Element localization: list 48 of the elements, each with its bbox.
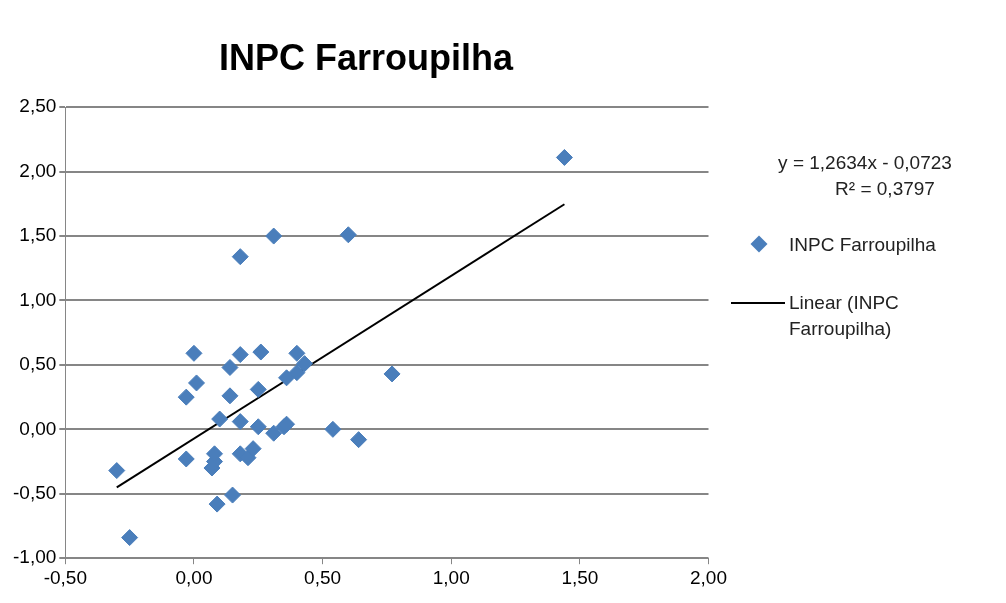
point bbox=[224, 486, 242, 504]
point bbox=[288, 344, 306, 362]
x-tick-label: -0,50 bbox=[43, 566, 87, 588]
point bbox=[383, 365, 401, 383]
point bbox=[555, 148, 573, 166]
point bbox=[231, 248, 249, 266]
text: R² = 0,3797 bbox=[834, 177, 936, 201]
point bbox=[188, 374, 206, 392]
point bbox=[296, 355, 314, 373]
x-tick-label: 0,50 bbox=[304, 566, 342, 588]
point bbox=[231, 346, 249, 364]
point bbox=[288, 364, 306, 382]
text: y = 1,2634x - 0,0723 bbox=[777, 151, 953, 175]
point bbox=[244, 440, 262, 458]
y-tick-label: 2,00 bbox=[19, 159, 57, 181]
legend-label: Linear (INPC Farroupilha) bbox=[789, 291, 900, 341]
y-tick-label: 0,00 bbox=[19, 417, 57, 439]
point bbox=[231, 413, 249, 431]
point bbox=[350, 431, 368, 449]
point bbox=[177, 450, 195, 468]
point bbox=[121, 529, 139, 547]
point bbox=[108, 462, 126, 480]
point bbox=[208, 495, 226, 513]
x-tick-label: 0,00 bbox=[175, 566, 213, 588]
legend-label: INPC Farroupilha bbox=[789, 233, 937, 257]
point bbox=[185, 344, 203, 362]
x-tick-label: 1,00 bbox=[432, 566, 470, 588]
y-tick-label: 2,50 bbox=[19, 95, 57, 117]
point bbox=[265, 227, 283, 245]
y-tick-label: -0,50 bbox=[12, 482, 57, 504]
y-tick-label: 1,50 bbox=[19, 224, 57, 246]
y-tick-label: -1,00 bbox=[12, 546, 57, 568]
chart-title: INPC Farroupilha bbox=[218, 36, 514, 78]
point bbox=[278, 369, 296, 387]
point bbox=[265, 424, 283, 442]
x-tick-label: 1,50 bbox=[561, 566, 599, 588]
x-tick-label: 2,00 bbox=[690, 566, 727, 588]
y-tick-label: 0,50 bbox=[19, 353, 57, 375]
point bbox=[339, 226, 357, 244]
point bbox=[249, 418, 267, 436]
point bbox=[211, 410, 229, 428]
point bbox=[221, 358, 239, 376]
point bbox=[324, 420, 342, 438]
point bbox=[252, 343, 270, 361]
point bbox=[249, 380, 267, 398]
point bbox=[177, 388, 195, 406]
y-tick-label: 1,00 bbox=[19, 288, 57, 310]
point bbox=[221, 387, 239, 405]
